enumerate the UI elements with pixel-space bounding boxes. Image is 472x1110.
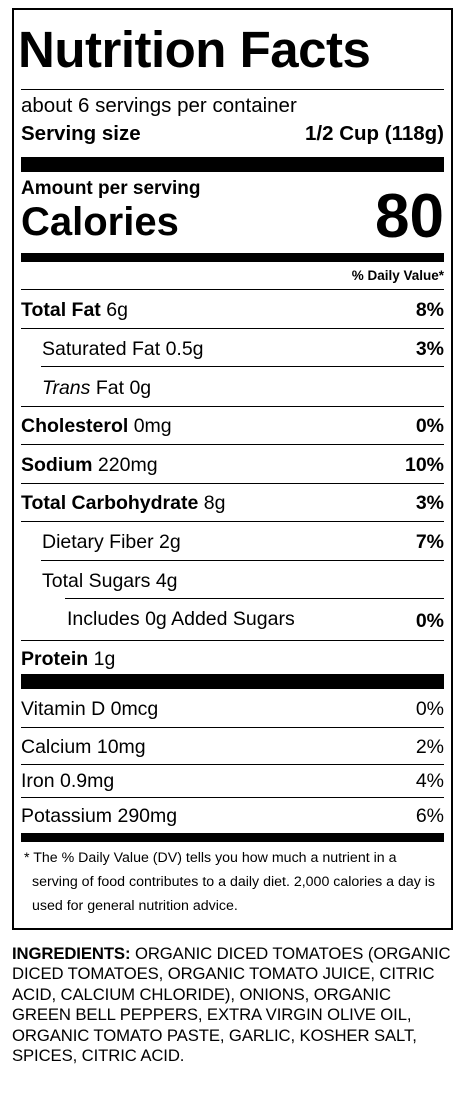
ingredients-statement: INGREDIENTS: ORGANIC DICED TOMATOES (ORG… [12,944,454,1066]
amount-per-serving: Amount per serving [21,178,201,199]
vitamin-row-potassium: Potassium 290mg 6% [21,804,444,828]
nutrient-amount: 8g [203,492,226,514]
nutrient-name: Total Carbohydrate [21,492,199,514]
nutrient-dv: 8% [415,299,444,321]
nutrient-amount: 2g [159,531,181,553]
thick-divider [21,674,444,689]
divider [21,406,444,407]
daily-value-footnote: * The % Daily Value (DV) tells you how m… [24,850,435,914]
divider [21,797,444,798]
nutrient-row-total-carbohydrate: Total Carbohydrate 8g 3% [21,491,444,515]
servings-per-container: about 6 servings per container [21,94,297,117]
nutrient-name: Saturated Fat [42,338,161,360]
nutrient-name: Protein [21,648,89,670]
serving-size-label: Serving size [21,122,141,145]
divider [21,521,444,522]
ingredients-label: INGREDIENTS: [12,944,131,963]
medium-divider [21,253,444,262]
serving-size: Serving size 1/2 Cup (118g) [21,122,444,146]
ingredients-text: ORGANIC DICED TOMATOES (ORGANIC DICED TO… [12,944,451,1066]
nutrient-row-sodium: Sodium 220mg 10% [21,453,444,477]
vitamin-amount: 290mg [117,805,178,827]
nutrient-name: Sodium [21,454,93,476]
divider [21,640,444,641]
vitamin-dv: 0% [415,698,444,720]
nutrient-row-total-sugars: Total Sugars 4g [21,569,444,593]
nutrient-amount: 0mg [133,415,172,437]
nutrient-amount: 220mg [97,454,158,476]
nutrient-name: Added Sugars [171,608,295,630]
nutrient-name: Dietary Fiber [42,531,154,553]
serving-size-value: 1/2 Cup (118g) [305,122,444,145]
vitamin-amount: 0.9mg [60,770,115,792]
nutrient-name: Total Sugars [42,570,151,592]
nutrient-name: Cholesterol [21,415,129,437]
nutrient-prefix: Includes [67,608,140,630]
nutrient-dv: 3% [415,492,444,514]
vitamin-dv: 2% [415,736,444,758]
nutrient-name-suffix: Fat [95,377,125,399]
vitamin-amount: 10mg [96,736,146,758]
nutrient-amount: 6g [106,299,128,321]
nutrient-row-saturated-fat: Saturated Fat 0.5g 3% [21,337,444,361]
divider [21,727,444,728]
divider [21,444,444,445]
divider [41,560,444,561]
nutrient-row-dietary-fiber: Dietary Fiber 2g 7% [21,530,444,554]
vitamin-row-calcium: Calcium 10mg 2% [21,735,444,759]
nutrient-row-added-sugars: Includes 0g Added Sugars 0% [21,607,444,632]
divider [41,366,444,367]
label-title: Nutrition Facts [18,21,371,78]
vitamin-dv: 6% [415,805,444,827]
nutrient-amount: 1g [93,648,116,670]
nutrient-amount: 0.5g [165,338,204,360]
divider [65,598,444,599]
vitamin-row-iron: Iron 0.9mg 4% [21,769,444,793]
nutrient-row-protein: Protein 1g [21,647,444,671]
daily-value-header: % Daily Value* [351,268,444,283]
nutrient-dv: 0% [415,415,444,437]
divider [21,289,444,290]
nutrient-amount: 0g [129,377,152,399]
nutrient-name: Trans [42,377,91,399]
nutrient-dv: 0% [415,610,444,632]
nutrient-row-trans-fat: Trans Fat 0g [21,376,444,400]
nutrient-dv: 10% [404,454,444,476]
vitamin-name: Iron [21,770,55,792]
calories-value: 80 [375,182,444,251]
vitamin-dv: 4% [415,770,444,792]
vitamin-amount: 0mcg [110,698,159,720]
divider [21,89,444,90]
divider [21,764,444,765]
divider [21,483,444,484]
nutrient-amount: 0g [145,608,167,630]
vitamin-name: Calcium [21,736,92,758]
nutrient-row-total-fat: Total Fat 6g 8% [21,298,444,322]
calories-label: Calories [21,200,179,244]
nutrition-facts-label: Nutrition Facts about 6 servings per con… [12,8,453,930]
nutrient-name: Total Fat [21,299,101,321]
thick-divider [21,157,444,172]
nutrient-row-cholesterol: Cholesterol 0mg 0% [21,414,444,438]
medium-divider [21,833,444,842]
vitamin-name: Potassium [21,805,113,827]
divider [21,328,444,329]
nutrient-dv: 7% [415,531,444,553]
nutrient-dv: 3% [415,338,444,360]
vitamin-row-vitamin-d: Vitamin D 0mcg 0% [21,697,444,721]
vitamin-name: Vitamin D [21,698,106,720]
nutrient-amount: 4g [155,570,178,592]
